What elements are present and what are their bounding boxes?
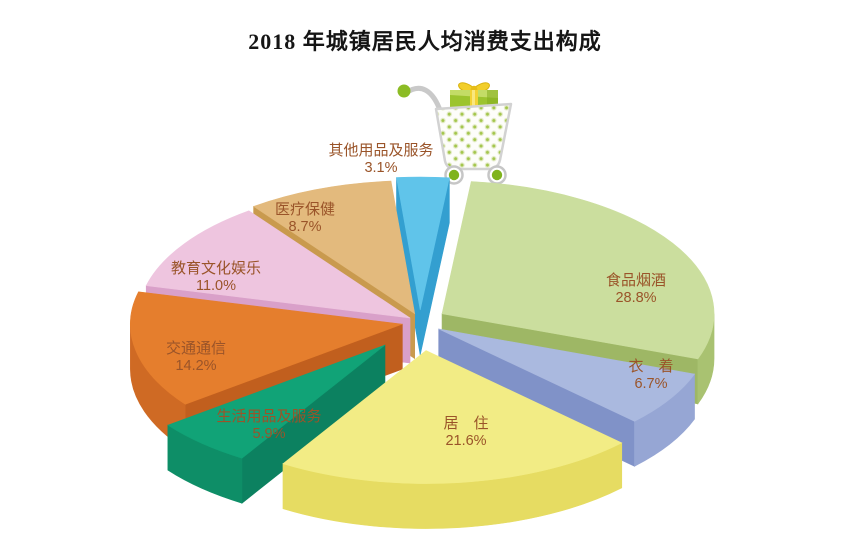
- cart-basket-outline: [434, 102, 513, 171]
- pie-slice-other-goods-services: [396, 176, 450, 311]
- cart-wheels: [444, 165, 507, 185]
- shopping-cart-icon: [397, 82, 513, 185]
- cart-wheel-right-hub: [491, 169, 503, 181]
- pie-slice-food-tobacco-alcohol: [441, 181, 715, 360]
- pie-slice-education-culture-entertainment: [145, 210, 411, 319]
- cart-basket-lattice: [436, 104, 511, 169]
- gift-box-shade: [487, 90, 498, 117]
- cart-handle-knob: [397, 84, 411, 98]
- cart-wheel-left-hub: [448, 169, 460, 181]
- pie-slice-household-goods-services: [167, 344, 386, 459]
- cart-basket: [434, 102, 513, 171]
- pie-slice-healthcare: [252, 180, 416, 315]
- gift-ribbon-highlight: [472, 90, 475, 117]
- pie-slice-clothing: [438, 328, 696, 422]
- pie-slice-housing: [282, 350, 623, 484]
- chart-title: 2018 年城镇居民人均消费支出构成: [248, 29, 602, 54]
- pie-slice-transport-communication: [130, 291, 403, 405]
